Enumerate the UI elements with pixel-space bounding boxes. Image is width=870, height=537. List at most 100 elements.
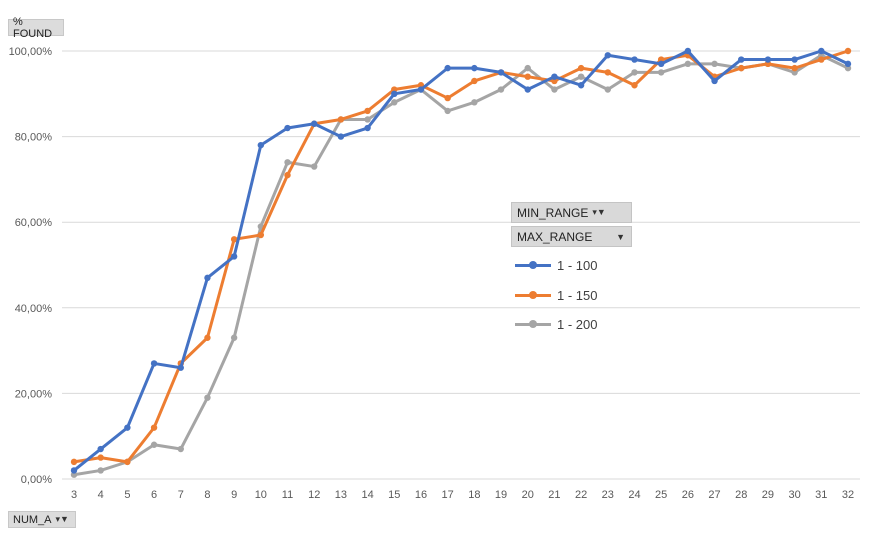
- legend-label-3: 1 - 200: [557, 316, 598, 332]
- y-tick-label: 0,00%: [21, 474, 52, 486]
- x-field-label: NUM_A: [13, 513, 52, 526]
- data-point: [204, 334, 211, 341]
- y-tick-labels: 0,00% 20,00% 40,00% 60,00% 80,00% 100,00%: [9, 46, 53, 486]
- x-tick-label: 13: [335, 489, 347, 501]
- x-tick-label: 32: [842, 489, 854, 501]
- data-point: [657, 60, 665, 68]
- data-point: [311, 120, 318, 127]
- y-tick-label: 60,00%: [15, 217, 53, 229]
- data-point: [604, 86, 611, 93]
- data-point: [577, 64, 585, 72]
- data-point: [230, 253, 238, 260]
- data-point: [150, 360, 158, 367]
- x-tick-label: 30: [788, 489, 800, 501]
- max-range-filter-button[interactable]: MAX_RANGE ▼: [511, 226, 632, 247]
- x-tick-label: 12: [308, 489, 320, 501]
- data-point: [257, 141, 265, 149]
- legend-item-1[interactable]: 1 - 100: [515, 255, 597, 275]
- data-point: [337, 133, 345, 140]
- min-range-filter-button[interactable]: MIN_RANGE ▾▼: [511, 202, 632, 223]
- data-point: [604, 69, 611, 76]
- data-point: [577, 73, 585, 80]
- x-field-button[interactable]: NUM_A ▾▼: [8, 511, 76, 528]
- legend-label-1: 1 - 100: [557, 257, 598, 273]
- data-point: [230, 236, 238, 243]
- data-point: [738, 64, 745, 72]
- data-point: [471, 64, 478, 72]
- data-point: [738, 56, 745, 63]
- series-line: [73, 49, 849, 464]
- series-line: [73, 49, 849, 472]
- data-point: [684, 47, 692, 55]
- y-tick-label: 20,00%: [15, 388, 53, 400]
- filter-dropdown-icon: ▾▼: [55, 514, 69, 524]
- data-point: [444, 64, 451, 72]
- x-tick-label: 16: [415, 489, 427, 501]
- x-tick-label: 28: [735, 489, 747, 501]
- data-point: [204, 274, 211, 282]
- x-tick-label: 14: [361, 489, 373, 501]
- data-point: [551, 73, 558, 80]
- data-point: [471, 99, 478, 106]
- x-tick-label: 31: [815, 489, 827, 501]
- data-point: [97, 467, 104, 474]
- data-point: [711, 60, 718, 68]
- data-point: [364, 116, 371, 123]
- data-point: [230, 334, 238, 341]
- legend-label-2: 1 - 150: [557, 287, 598, 303]
- x-tick-labels: 3 4 5 6 7 8 9 10 11 12 13 14 15 16 17 18 19 20 21 22 23 24 25 2…: [71, 489, 854, 501]
- data-point: [524, 73, 531, 80]
- filter-dropdown-icon: ▾▼: [592, 207, 606, 217]
- series-1: [70, 47, 852, 474]
- legend-item-2[interactable]: 1 - 150: [515, 285, 597, 305]
- data-point: [497, 69, 505, 76]
- x-tick-label: 22: [575, 489, 587, 501]
- series-line: [73, 53, 849, 477]
- x-tick-label: 8: [204, 489, 210, 501]
- max-range-label: MAX_RANGE: [517, 229, 593, 244]
- data-point: [391, 99, 398, 106]
- data-point: [311, 163, 318, 170]
- y-field-button[interactable]: % FOUND: [8, 16, 64, 40]
- x-tick-label: 26: [682, 489, 694, 501]
- data-point: [631, 69, 638, 76]
- x-tick-label: 27: [708, 489, 720, 501]
- x-tick-label: 21: [548, 489, 560, 501]
- legend-item-3[interactable]: 1 - 200: [515, 314, 597, 334]
- data-point: [97, 445, 104, 453]
- series-lines: [70, 47, 852, 478]
- data-point: [417, 86, 425, 93]
- data-point: [284, 159, 291, 166]
- data-point: [150, 424, 158, 431]
- x-tick-label: 11: [282, 489, 293, 501]
- data-point: [124, 458, 131, 466]
- x-tick-label: 19: [495, 489, 507, 501]
- data-point: [631, 56, 638, 63]
- data-point: [657, 69, 665, 76]
- data-point: [364, 124, 371, 132]
- x-tick-label: 29: [762, 489, 774, 501]
- data-point: [177, 445, 184, 453]
- x-tick-label: 23: [602, 489, 614, 501]
- data-point: [391, 90, 398, 98]
- data-point: [844, 60, 852, 68]
- y-tick-label: 40,00%: [15, 303, 53, 315]
- y-field-label: % FOUND: [13, 15, 53, 40]
- data-point: [70, 458, 78, 466]
- data-point: [791, 64, 798, 72]
- x-tick-label: 4: [98, 489, 104, 501]
- legend-swatch-1: [515, 260, 551, 269]
- data-point: [150, 441, 158, 448]
- data-point: [124, 424, 131, 431]
- data-point: [604, 52, 611, 59]
- data-point: [497, 86, 505, 93]
- data-point: [631, 82, 638, 89]
- y-tick-label: 80,00%: [15, 132, 53, 144]
- x-tick-label: 9: [231, 489, 237, 501]
- data-point: [284, 171, 291, 179]
- data-point: [551, 86, 558, 93]
- data-point: [577, 82, 585, 89]
- x-tick-label: 6: [151, 489, 157, 501]
- data-point: [524, 64, 531, 72]
